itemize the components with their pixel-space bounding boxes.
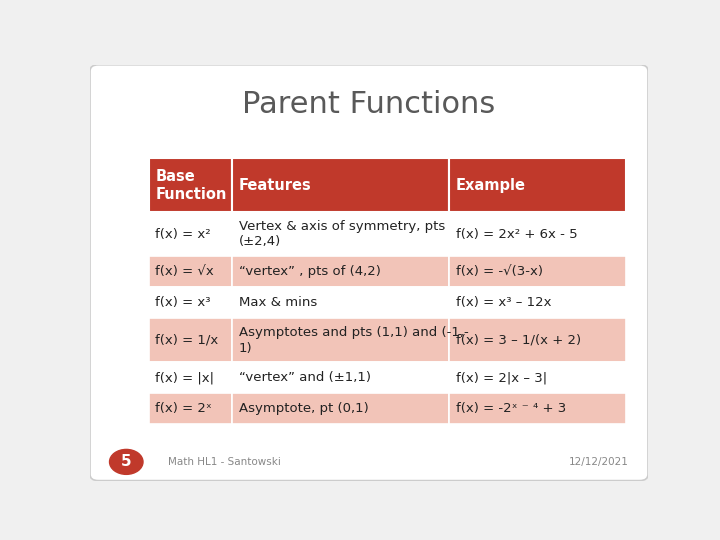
Bar [449, 287, 626, 319]
Text: Base
Function: Base Function [156, 168, 227, 202]
Bar [232, 256, 449, 287]
Bar [232, 362, 449, 393]
Text: f(x) = 1/x: f(x) = 1/x [156, 334, 219, 347]
Text: f(x) = x³: f(x) = x³ [156, 296, 211, 309]
Text: f(x) = 3 – 1/(x + 2): f(x) = 3 – 1/(x + 2) [456, 334, 581, 347]
Bar [148, 319, 232, 362]
Text: f(x) = 2|x – 3|: f(x) = 2|x – 3| [456, 371, 547, 384]
Bar [148, 287, 232, 319]
Text: f(x) = 2ˣ: f(x) = 2ˣ [156, 402, 212, 415]
Bar [449, 393, 626, 424]
Bar [449, 319, 626, 362]
Text: f(x) = x²: f(x) = x² [156, 228, 211, 241]
Bar [232, 393, 449, 424]
Bar [232, 158, 449, 212]
Bar [449, 256, 626, 287]
Bar [148, 212, 232, 256]
Bar [232, 287, 449, 319]
Bar [449, 212, 626, 256]
Circle shape [109, 449, 143, 474]
Bar [148, 158, 232, 212]
Bar [148, 256, 232, 287]
Text: f(x) = -√(3-x): f(x) = -√(3-x) [456, 265, 543, 278]
Bar [148, 362, 232, 393]
Text: f(x) = √x: f(x) = √x [156, 265, 214, 278]
Bar [232, 212, 449, 256]
Bar [449, 158, 626, 212]
Text: 5: 5 [121, 454, 132, 469]
Text: “vertex” and (±1,1): “vertex” and (±1,1) [239, 371, 371, 384]
Text: f(x) = 2x² + 6x - 5: f(x) = 2x² + 6x - 5 [456, 228, 577, 241]
Bar [449, 362, 626, 393]
Text: Math HL1 - Santowski: Math HL1 - Santowski [168, 457, 281, 467]
Text: Example: Example [456, 178, 526, 193]
Bar [232, 319, 449, 362]
Text: 12/12/2021: 12/12/2021 [569, 457, 629, 467]
Text: Features: Features [239, 178, 312, 193]
Text: f(x) = -2ˣ ⁻ ⁴ + 3: f(x) = -2ˣ ⁻ ⁴ + 3 [456, 402, 566, 415]
Text: Max & mins: Max & mins [239, 296, 317, 309]
Text: Asymptote, pt (0,1): Asymptote, pt (0,1) [239, 402, 369, 415]
Text: f(x) = x³ – 12x: f(x) = x³ – 12x [456, 296, 552, 309]
Bar [148, 393, 232, 424]
Text: Vertex & axis of symmetry, pts
(±2,4): Vertex & axis of symmetry, pts (±2,4) [239, 220, 445, 248]
Text: Asymptotes and pts (1,1) and (-1,-
1): Asymptotes and pts (1,1) and (-1,- 1) [239, 326, 469, 355]
Text: “vertex” , pts of (4,2): “vertex” , pts of (4,2) [239, 265, 381, 278]
FancyBboxPatch shape [90, 65, 648, 481]
Text: Parent Functions: Parent Functions [243, 90, 495, 119]
Text: f(x) = |x|: f(x) = |x| [156, 371, 215, 384]
